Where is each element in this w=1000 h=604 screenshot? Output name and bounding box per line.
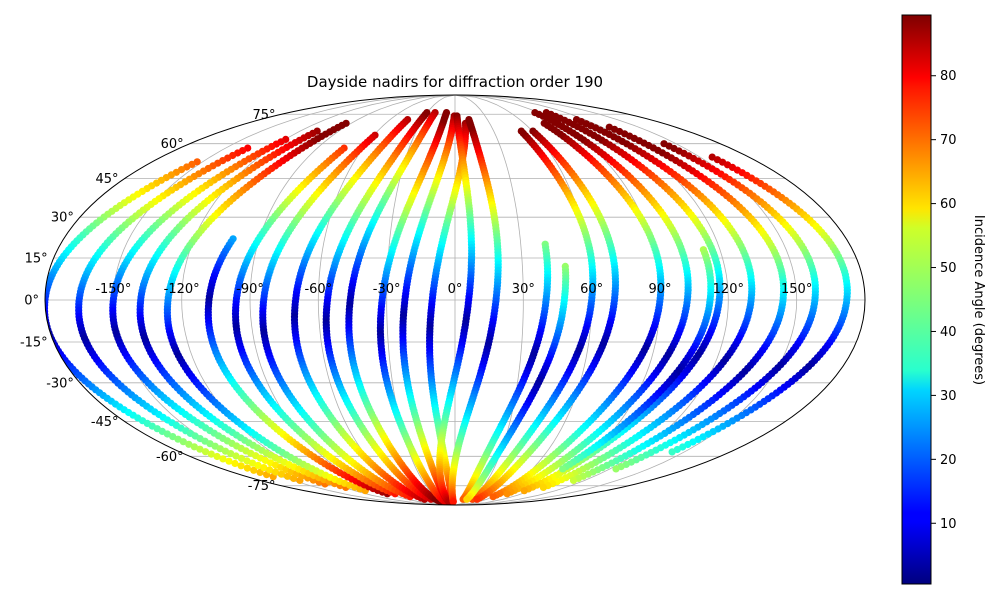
nadir-point <box>463 495 471 503</box>
nadir-point <box>201 448 210 456</box>
latitude-tick-label: 60° <box>161 137 184 152</box>
nadir-point <box>179 438 187 446</box>
chart-title: Dayside nadirs for diffraction order 190 <box>307 73 603 91</box>
nadir-point <box>231 459 239 468</box>
longitude-tick-label: 60° <box>580 282 603 297</box>
colorbar: 10 20 30 40 50 60 70 80 Incidence Angle (degree… <box>901 14 986 585</box>
nadir-point <box>260 464 268 472</box>
nadir-point <box>225 457 233 465</box>
nadir-point <box>243 457 251 465</box>
nadir-point <box>277 470 285 478</box>
colorbar-label: Incidence Angle (degrees) <box>971 215 986 385</box>
longitude-tick-label: -120° <box>164 282 200 297</box>
colorbar-tick-label: 10 <box>940 517 957 532</box>
longitude-tick-label: 150° <box>781 282 812 297</box>
nadir-point <box>489 493 497 501</box>
nadir-points <box>45 109 851 505</box>
latitude-tick-label: -75° <box>248 479 276 494</box>
latitude-tick-label: 45° <box>96 172 119 187</box>
colorbar-ticks: 10 20 30 40 50 60 70 80 <box>931 69 957 532</box>
nadir-point <box>250 466 258 474</box>
nadir-point <box>190 443 198 451</box>
colorbar-tick-label: 20 <box>940 453 957 468</box>
colorbar-tick-label: 80 <box>940 69 957 84</box>
longitude-tick-label: -90° <box>236 282 264 297</box>
nadir-point <box>559 465 567 473</box>
nadir-point <box>196 445 204 453</box>
nadir-point <box>185 440 193 448</box>
longitude-tick-label: 90° <box>648 282 671 297</box>
nadir-point <box>520 487 528 495</box>
nadir-point <box>254 461 262 469</box>
nadir-point <box>219 455 227 463</box>
nadir-point <box>237 454 246 462</box>
colorbar-gradient <box>901 14 932 585</box>
nadir-point <box>207 450 215 458</box>
nadir-point <box>232 452 240 460</box>
latitude-tick-label: 75° <box>252 108 275 123</box>
latitude-tick-label: -30° <box>46 376 74 391</box>
nadir-point <box>569 476 578 484</box>
nadir-point <box>271 468 280 476</box>
longitude-tick-label: -30° <box>373 282 401 297</box>
latitude-tick-label: -45° <box>91 415 119 430</box>
nadir-point <box>243 464 251 472</box>
latitude-tick-label: -60° <box>156 450 184 465</box>
colorbar-tick-label: 30 <box>940 389 957 404</box>
nadir-point <box>237 462 245 470</box>
longitude-tick-label: -150° <box>95 282 131 297</box>
latitude-tick-label: 15° <box>25 252 48 267</box>
colorbar-tick-label: 50 <box>940 261 957 276</box>
latitude-tick-label: 0° <box>24 294 39 309</box>
nadir-point <box>612 465 620 473</box>
colorbar-tick-label: 70 <box>940 133 957 148</box>
nadir-point <box>266 466 274 474</box>
nadir-point <box>449 498 457 505</box>
longitude-tick-label: 30° <box>512 282 535 297</box>
nadir-point <box>473 495 481 503</box>
colorbar-tick-label: 40 <box>940 325 957 340</box>
latitude-tick-label: -15° <box>20 335 48 350</box>
colorbar-tick-label: 60 <box>940 197 957 212</box>
nadir-point <box>539 483 548 491</box>
latitude-tick-label: 30° <box>51 211 74 226</box>
nadir-point <box>213 452 221 461</box>
nadir-point <box>503 490 511 498</box>
longitude-tick-label: 0° <box>448 282 463 297</box>
nadir-point <box>248 459 257 467</box>
nadir-point <box>668 448 676 456</box>
longitude-tick-labels: -150° -120° -90° -60° -30° 0° 30° 60° 90° 120° 150… <box>95 282 812 297</box>
longitude-tick-label: -60° <box>304 282 332 297</box>
longitude-tick-label: 120° <box>713 282 744 297</box>
